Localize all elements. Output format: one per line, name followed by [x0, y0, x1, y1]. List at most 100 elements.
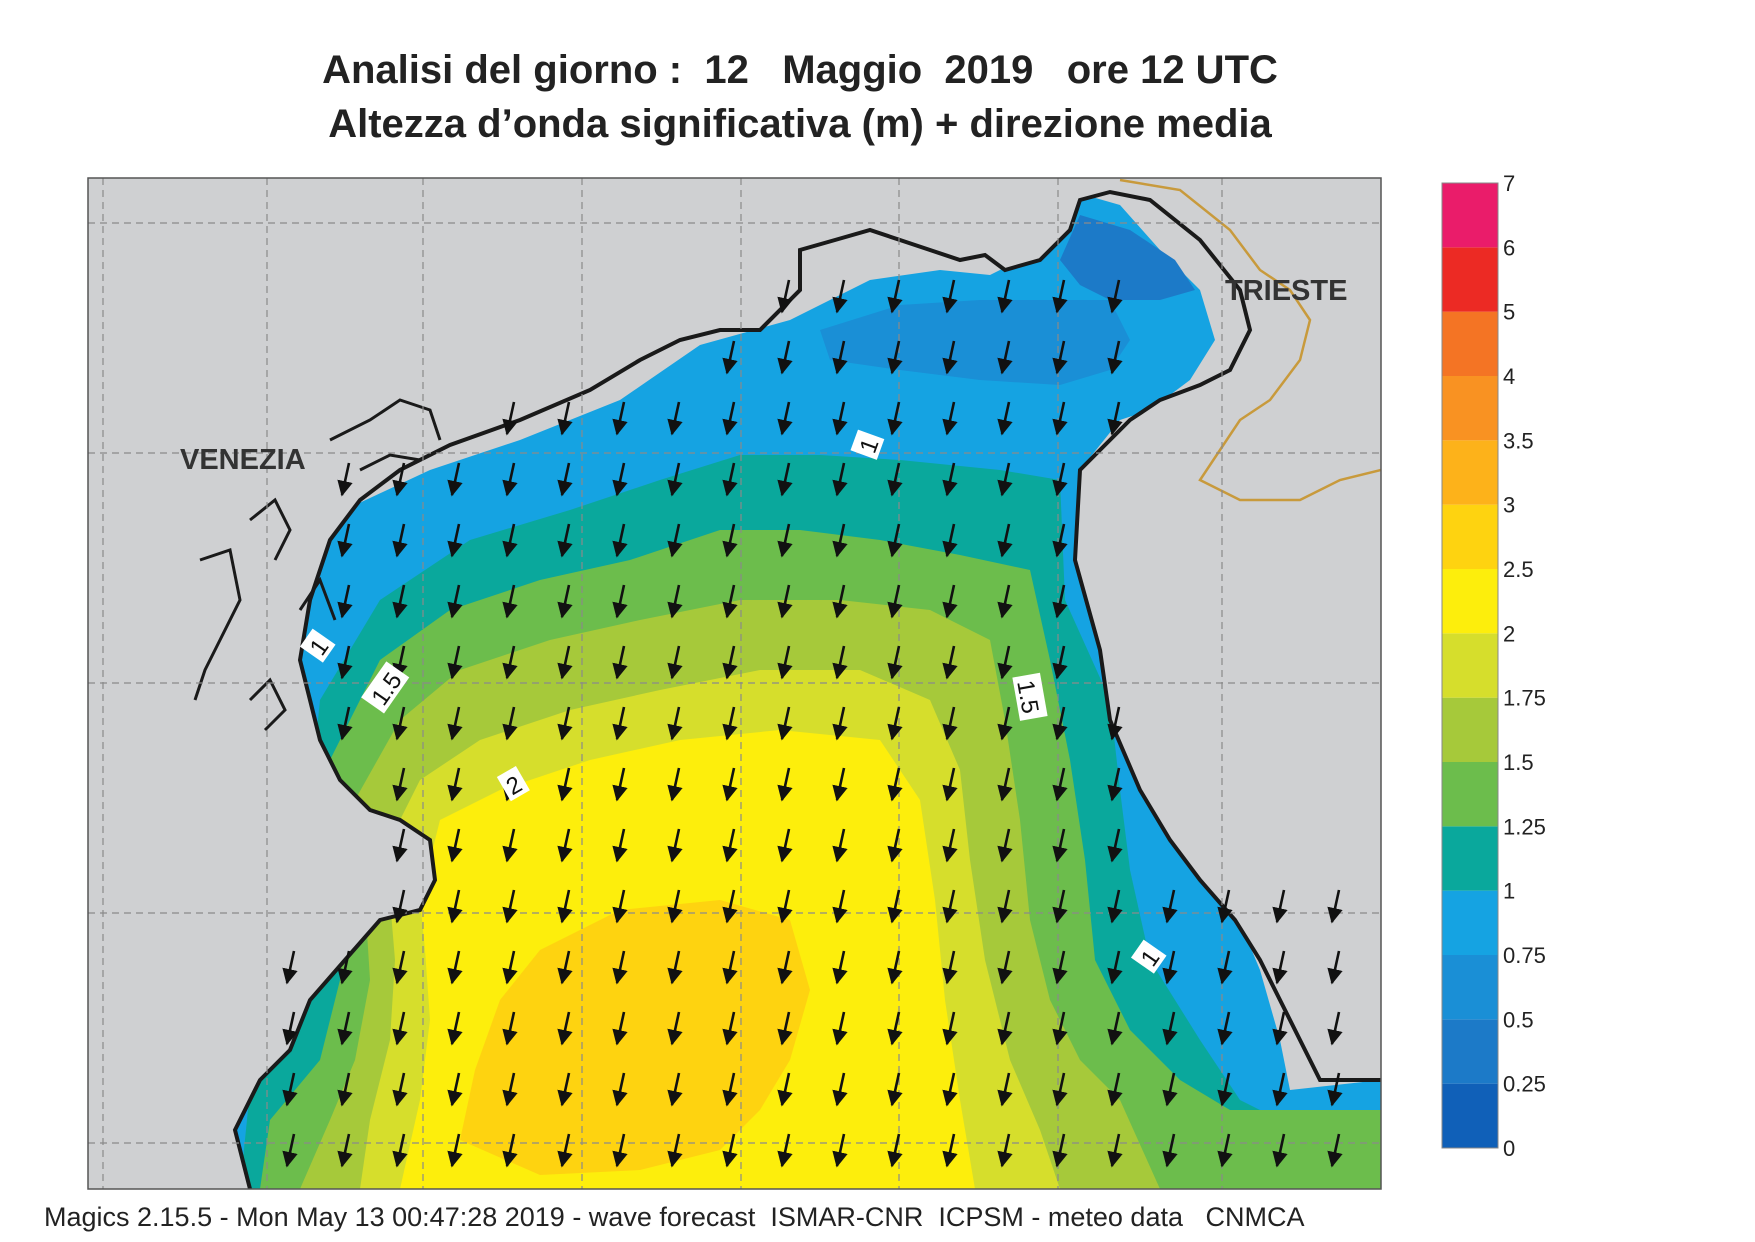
wave-direction-arrow — [1052, 1011, 1068, 1046]
wave-direction-arrow — [777, 828, 793, 863]
legend-swatch — [1442, 955, 1498, 1020]
wave-direction-arrow — [337, 462, 353, 497]
wave-direction-arrow — [887, 1011, 903, 1046]
wave-direction-arrow — [667, 523, 683, 558]
wave-direction-arrow — [1162, 1133, 1178, 1168]
wave-direction-arrow — [777, 340, 793, 375]
wave-direction-arrow — [887, 706, 903, 741]
wave-direction-arrow — [612, 1011, 628, 1046]
wave-direction-arrow — [832, 401, 848, 436]
wave-direction-arrow — [887, 828, 903, 863]
wave-direction-arrow — [1217, 1011, 1233, 1046]
wave-direction-arrow — [1327, 1072, 1343, 1107]
wave-direction-arrow — [777, 950, 793, 985]
wave-direction-arrow — [282, 1072, 298, 1107]
wave-direction-arrow — [832, 1133, 848, 1168]
wave-direction-arrow — [667, 401, 683, 436]
wave-direction-arrow — [942, 1133, 958, 1168]
wave-direction-arrow — [1052, 889, 1068, 924]
wave-direction-arrow — [942, 584, 958, 619]
legend-swatch — [1442, 311, 1498, 376]
wave-direction-arrow — [557, 706, 573, 741]
wave-direction-arrow — [502, 523, 518, 558]
legend-swatch — [1442, 376, 1498, 441]
wave-direction-arrow — [887, 889, 903, 924]
wave-direction-arrow — [722, 950, 738, 985]
legend-tick-label: 0.25 — [1503, 1072, 1546, 1097]
wave-direction-arrow — [777, 584, 793, 619]
wave-direction-arrow — [887, 279, 903, 314]
wave-direction-arrow — [1107, 1133, 1123, 1168]
wave-direction-arrow — [1327, 1133, 1343, 1168]
legend-tick-label: 1 — [1503, 879, 1515, 904]
wave-direction-arrow — [1052, 340, 1068, 375]
legend-swatch — [1442, 762, 1498, 827]
wave-direction-arrow — [502, 706, 518, 741]
legend-tick-label: 6 — [1503, 235, 1515, 260]
wave-direction-arrow — [337, 1133, 353, 1168]
wave-direction-arrow — [1162, 1011, 1178, 1046]
wave-direction-arrow — [1107, 279, 1123, 314]
wave-direction-arrow — [777, 523, 793, 558]
wave-direction-arrow — [887, 584, 903, 619]
wave-direction-arrow — [667, 1072, 683, 1107]
legend-tick-label: 3.5 — [1503, 428, 1534, 453]
wave-direction-arrow — [1107, 706, 1123, 741]
wave-direction-arrow — [1052, 462, 1068, 497]
wave-direction-arrow — [612, 1133, 628, 1168]
wave-direction-arrow — [777, 1072, 793, 1107]
wave-direction-arrow — [557, 523, 573, 558]
wave-direction-arrow — [612, 706, 628, 741]
land-venezia — [88, 178, 1381, 1189]
wave-direction-arrow — [337, 523, 353, 558]
wave-direction-arrow — [997, 462, 1013, 497]
wave-direction-arrow — [337, 1011, 353, 1046]
wave-direction-arrow — [1107, 401, 1123, 436]
wave-direction-arrow — [777, 645, 793, 680]
legend-swatch — [1442, 826, 1498, 891]
wave-direction-arrow — [1052, 706, 1068, 741]
wave-direction-arrow — [1107, 1011, 1123, 1046]
wave-direction-arrow — [612, 950, 628, 985]
map-title-line2: Altezza d’onda significativa (m) + direz… — [328, 102, 1272, 146]
wave-direction-arrow — [667, 889, 683, 924]
wave-direction-arrow — [557, 1072, 573, 1107]
wave-direction-arrow — [557, 889, 573, 924]
wave-direction-arrow — [942, 645, 958, 680]
wave-direction-arrow — [1327, 889, 1343, 924]
wave-direction-arrow — [1052, 1133, 1068, 1168]
wave-direction-arrow — [832, 279, 848, 314]
wave-direction-arrow — [1162, 950, 1178, 985]
wave-direction-arrow — [777, 279, 793, 314]
wave-direction-arrow — [282, 950, 298, 985]
wave-direction-arrow — [887, 401, 903, 436]
wave-direction-arrow — [612, 462, 628, 497]
wave-direction-arrow — [722, 645, 738, 680]
wave-direction-arrow — [1107, 828, 1123, 863]
legend-swatch — [1442, 247, 1498, 312]
wave-direction-arrow — [832, 340, 848, 375]
city-label-trieste: TRIESTE — [1225, 275, 1347, 307]
wave-direction-arrow — [722, 1011, 738, 1046]
wave-direction-arrow — [502, 1011, 518, 1046]
wave-direction-arrow — [557, 950, 573, 985]
wave-direction-arrow — [1162, 1072, 1178, 1107]
wave-direction-arrow — [777, 401, 793, 436]
wave-direction-arrow — [1272, 1133, 1288, 1168]
wave-direction-arrow — [502, 889, 518, 924]
wave-direction-arrow — [667, 1133, 683, 1168]
wave-direction-arrow — [832, 950, 848, 985]
wave-direction-arrow — [612, 401, 628, 436]
wave-direction-arrow — [1052, 645, 1068, 680]
wave-direction-arrow — [612, 1072, 628, 1107]
wave-direction-arrow — [612, 828, 628, 863]
wave-direction-arrow — [337, 950, 353, 985]
wave-direction-arrow — [447, 950, 463, 985]
legend-tick-label: 0 — [1503, 1136, 1515, 1161]
wave-direction-arrow — [282, 1133, 298, 1168]
wave-direction-arrow — [447, 645, 463, 680]
wave-direction-arrow — [502, 1133, 518, 1168]
wave-direction-arrow — [502, 828, 518, 863]
wave-direction-arrow — [887, 767, 903, 802]
wave-direction-arrow — [1272, 1011, 1288, 1046]
